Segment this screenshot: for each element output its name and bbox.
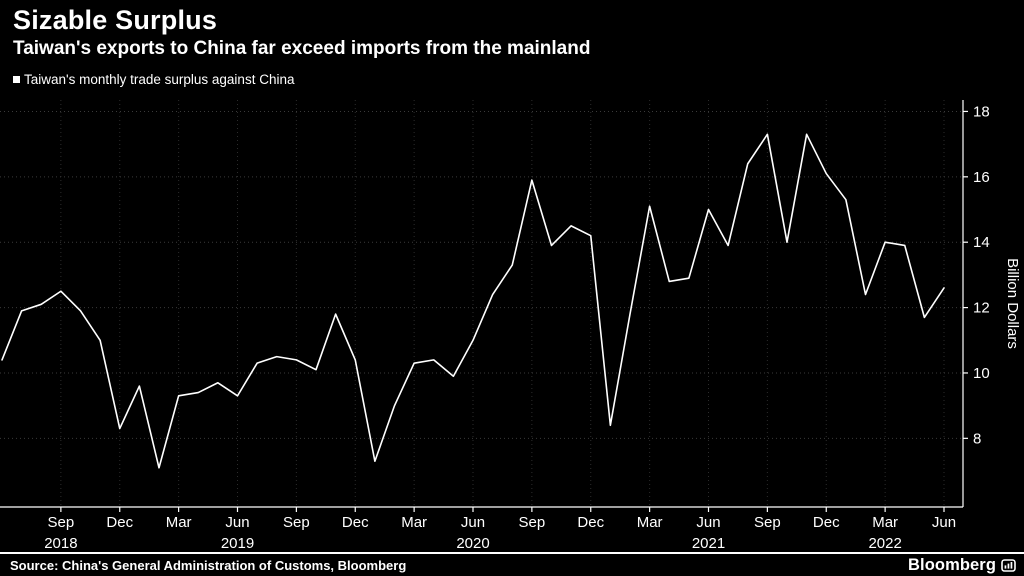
svg-text:2021: 2021 bbox=[692, 535, 725, 552]
legend-label: Taiwan's monthly trade surplus against C… bbox=[24, 71, 295, 87]
legend-square-icon bbox=[13, 75, 20, 83]
svg-text:14: 14 bbox=[973, 234, 990, 251]
svg-text:Dec: Dec bbox=[577, 514, 604, 531]
svg-text:Sep: Sep bbox=[754, 514, 781, 531]
svg-text:18: 18 bbox=[973, 103, 990, 120]
source-text: Source: China's General Administration o… bbox=[10, 557, 407, 573]
footer-bar: Source: China's General Administration o… bbox=[0, 552, 1024, 576]
svg-text:2022: 2022 bbox=[868, 535, 901, 552]
svg-text:2019: 2019 bbox=[221, 535, 254, 552]
bloomberg-terminal-icon bbox=[1001, 558, 1016, 572]
svg-text:Sep: Sep bbox=[48, 514, 75, 531]
svg-text:Jun: Jun bbox=[696, 514, 720, 531]
chart-subtitle: Taiwan's exports to China far exceed imp… bbox=[13, 38, 591, 60]
svg-text:2018: 2018 bbox=[44, 535, 77, 552]
svg-text:Jun: Jun bbox=[461, 514, 485, 531]
svg-text:Billion Dollars: Billion Dollars bbox=[1004, 258, 1021, 349]
svg-text:10: 10 bbox=[973, 365, 990, 382]
svg-text:12: 12 bbox=[973, 300, 990, 317]
trade-surplus-line-chart: Sep Dec Mar Jun Sep Dec Mar Jun Sep Dec Mar Jun Sep D… bbox=[0, 100, 1021, 552]
svg-text:16: 16 bbox=[973, 169, 990, 186]
svg-text:Dec: Dec bbox=[342, 514, 369, 531]
legend: Taiwan's monthly trade surplus against C… bbox=[13, 72, 1024, 87]
svg-text:2020: 2020 bbox=[456, 535, 489, 552]
svg-text:Jun: Jun bbox=[225, 514, 249, 531]
svg-text:Jun: Jun bbox=[932, 514, 956, 531]
svg-text:Sep: Sep bbox=[283, 514, 310, 531]
chart-title: Sizable Surplus bbox=[13, 5, 218, 35]
svg-text:Mar: Mar bbox=[401, 514, 427, 531]
svg-text:Mar: Mar bbox=[637, 514, 663, 531]
svg-text:Dec: Dec bbox=[106, 514, 133, 531]
svg-text:Sep: Sep bbox=[519, 514, 546, 531]
svg-text:Mar: Mar bbox=[872, 514, 898, 531]
bloomberg-logo: Bloomberg bbox=[908, 556, 1016, 575]
svg-text:8: 8 bbox=[973, 430, 981, 447]
chart-header: Sizable Surplus Taiwan's exports to Chin… bbox=[0, 0, 1024, 87]
svg-text:Mar: Mar bbox=[166, 514, 192, 531]
bloomberg-wordmark: Bloomberg bbox=[908, 555, 996, 574]
svg-text:Dec: Dec bbox=[813, 514, 840, 531]
